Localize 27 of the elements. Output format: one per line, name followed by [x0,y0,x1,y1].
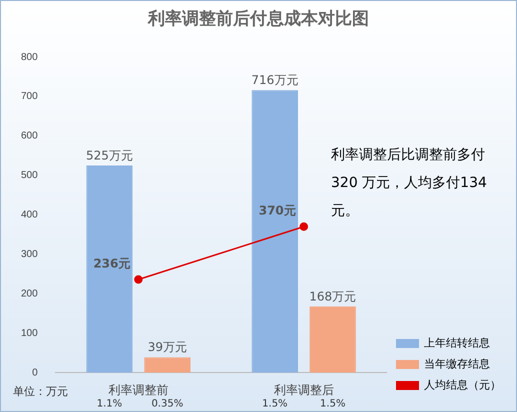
y-tick-label: 500 [20,170,38,182]
data-label: 716万元 [251,73,298,88]
y-tick-label: 800 [20,52,38,63]
text: 1.1% [96,398,122,410]
text: 单位：万元 [13,384,68,399]
y-tick-label: 600 [20,130,38,142]
y-tick-label: 100 [20,328,38,339]
data-label: 39万元 [148,340,187,354]
annotation: 利率调整后比调整前多付 320 万元，人均多付134 元。 [331,146,488,221]
data-label: 370元 [258,204,296,218]
data-label: 525万元 [86,148,133,162]
chart-title: 利率调整前后付息成本对比图 [146,8,370,30]
x-tick-label: 利率调整前 [108,383,168,398]
y-tick-label: 700 [20,91,38,102]
legend-label: 人均结息（元） [424,378,501,392]
text: 0.35% [151,398,184,410]
text: 1.5% [262,398,288,410]
legend-label: 上年结转结息 [424,336,490,350]
data-label: 236元 [93,256,130,270]
data-label: 168万元 [309,289,356,304]
y-tick-label: 300 [20,249,38,260]
y-tick-label: 400 [20,210,38,221]
legend-label: 当年缴存结息 [424,358,490,371]
text: 1.5% [320,398,346,410]
y-tick-label: 200 [20,288,38,300]
x-tick-label: 利率调整后 [274,383,334,398]
y-tick-label: 0 [32,367,38,378]
